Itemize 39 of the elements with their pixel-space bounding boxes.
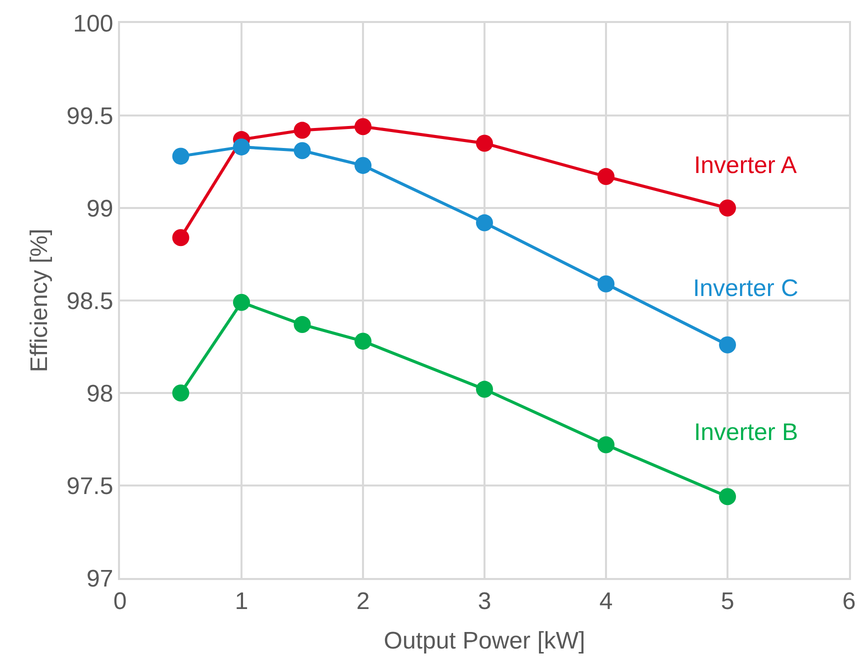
x-tick-label: 5 bbox=[720, 588, 734, 615]
point bbox=[294, 142, 311, 160]
point bbox=[719, 488, 736, 506]
point bbox=[719, 336, 736, 354]
point bbox=[354, 156, 372, 174]
y-tick-label: 97.5 bbox=[66, 472, 114, 500]
point bbox=[476, 134, 493, 152]
y-tick-label: 99 bbox=[86, 195, 114, 222]
series-label: Inverter A bbox=[694, 152, 797, 179]
point bbox=[598, 168, 614, 186]
point bbox=[476, 214, 493, 232]
point bbox=[598, 275, 614, 292]
series-label: Inverter C bbox=[693, 275, 798, 302]
x-tick-label: 4 bbox=[599, 588, 613, 615]
x-tick-label: 0 bbox=[113, 588, 127, 615]
y-tick-label: 100 bbox=[73, 10, 114, 38]
x-tick-label: 2 bbox=[356, 588, 370, 615]
point bbox=[294, 316, 311, 334]
y-tick-label: 98.5 bbox=[66, 288, 114, 315]
x-tick-label: 6 bbox=[842, 588, 856, 615]
point bbox=[719, 200, 736, 216]
point bbox=[233, 138, 250, 156]
series-label: Inverter B bbox=[694, 419, 798, 446]
point bbox=[354, 118, 372, 136]
y-tick-label: 97 bbox=[86, 565, 114, 592]
point bbox=[172, 229, 190, 246]
point bbox=[294, 122, 311, 139]
point bbox=[598, 436, 614, 454]
y-tick-label: 99.5 bbox=[66, 102, 114, 130]
point bbox=[476, 380, 493, 398]
point bbox=[172, 384, 190, 402]
x-tick-label: 3 bbox=[478, 588, 492, 615]
point bbox=[233, 294, 250, 311]
y-tick-label: 98 bbox=[86, 380, 114, 408]
x-axis-title: Output Power [kW] bbox=[384, 628, 586, 655]
point bbox=[172, 148, 190, 165]
x-tick-label: 1 bbox=[234, 588, 248, 615]
y-axis-title: Efficiency [%] bbox=[26, 228, 54, 372]
point bbox=[354, 332, 372, 350]
